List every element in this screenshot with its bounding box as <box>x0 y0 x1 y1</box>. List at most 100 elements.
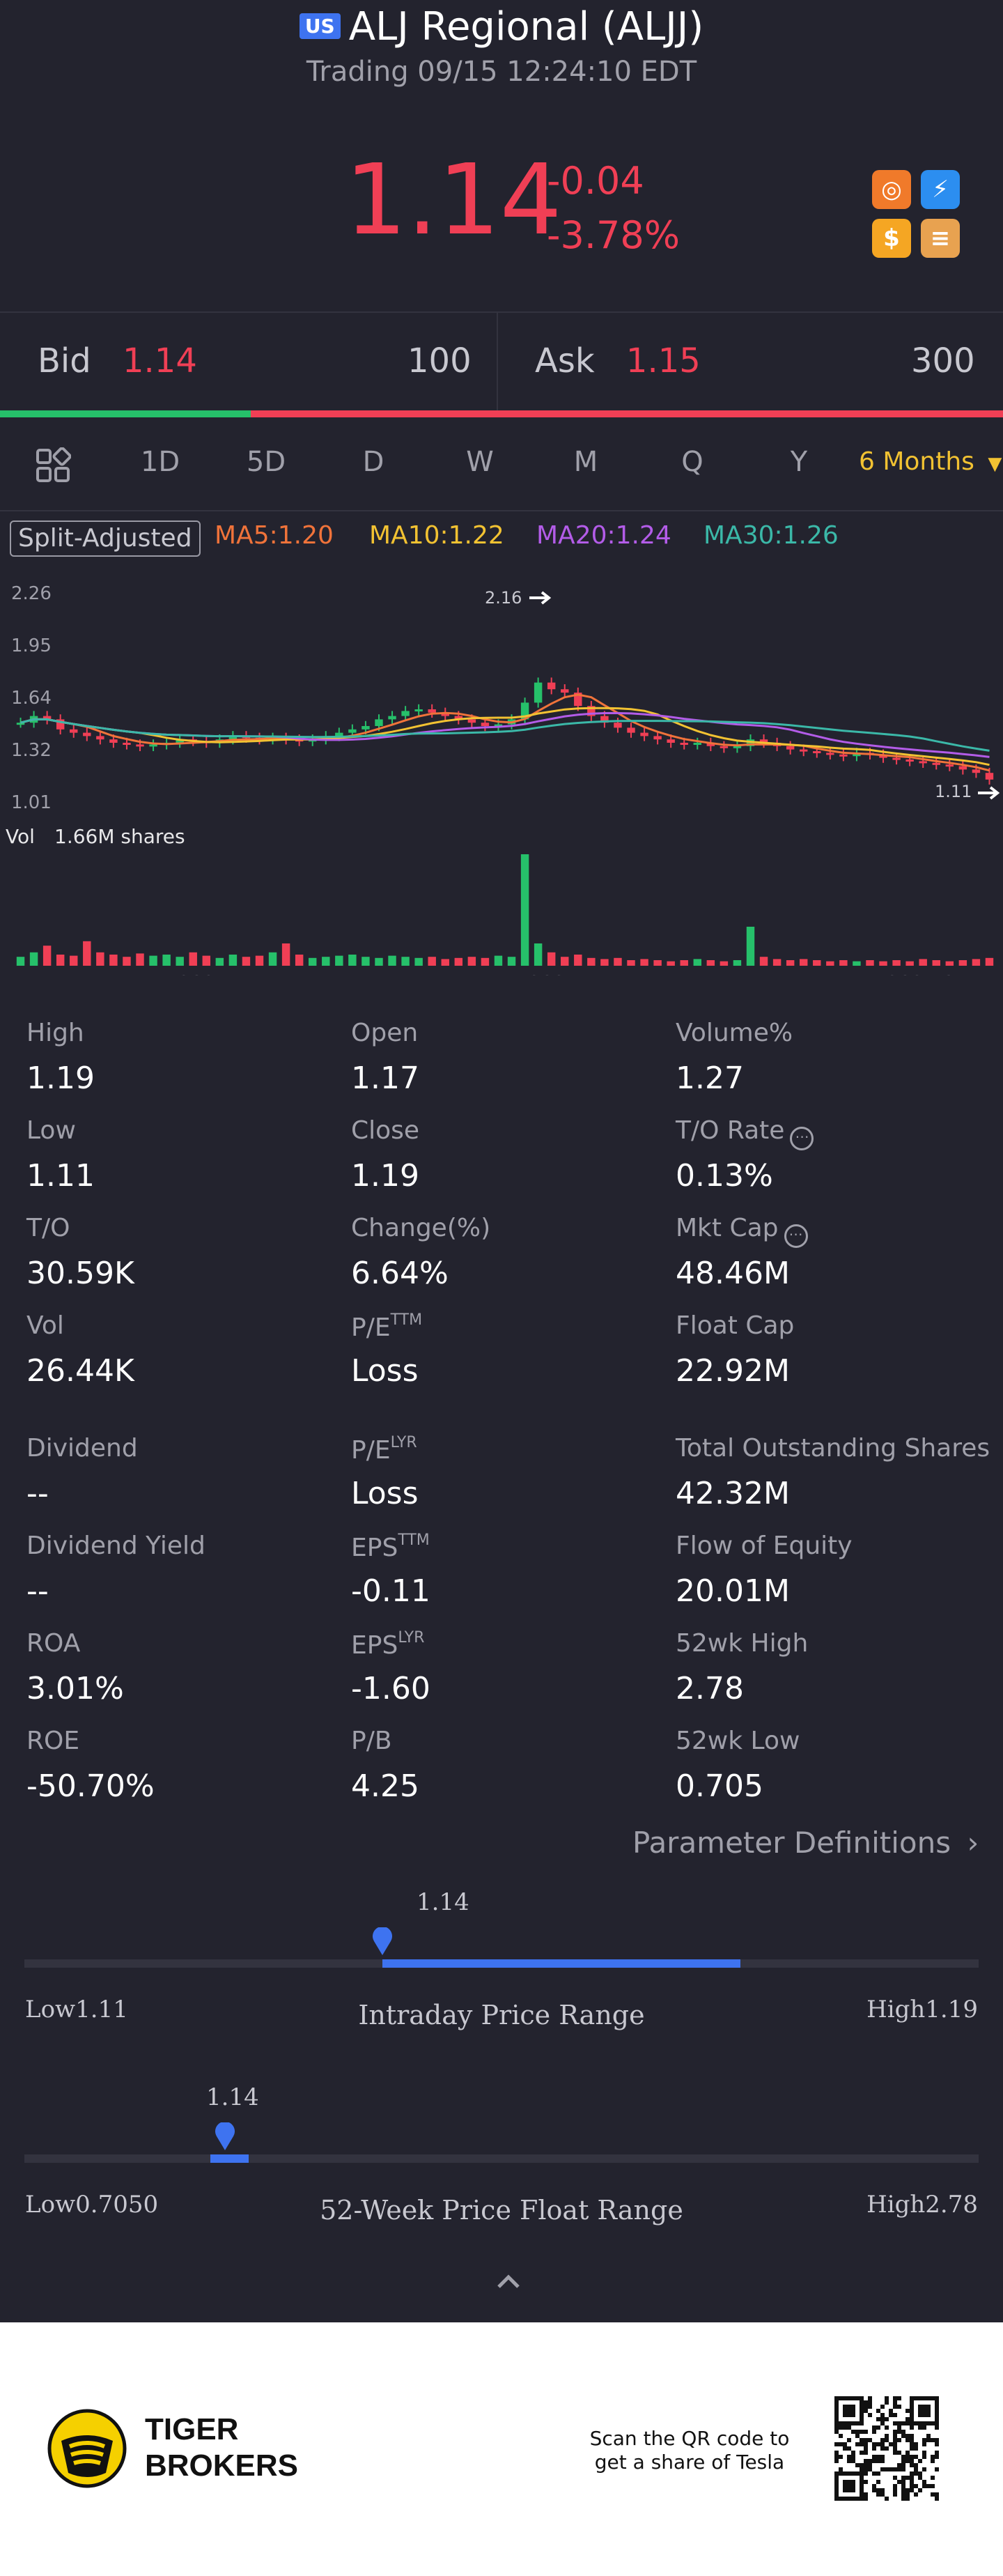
stat-label: Dividend <box>26 1434 138 1463</box>
qr-module <box>910 2417 914 2421</box>
volume-bar <box>136 953 144 966</box>
stat-value: 26.44K <box>26 1353 134 1389</box>
tab-month[interactable]: M <box>573 446 598 478</box>
y-tick-label: 1.01 <box>11 792 52 813</box>
stat-label-text: EPS <box>351 1631 398 1660</box>
qr-module <box>905 2492 910 2497</box>
stack-icon[interactable]: ≡ <box>921 219 960 258</box>
tab-1d[interactable]: 1D <box>140 446 180 478</box>
qr-caption-line1: Scan the QR code to <box>589 2427 790 2450</box>
qr-module <box>918 2425 922 2430</box>
qr-module <box>847 2438 851 2442</box>
volume-bar <box>772 959 782 966</box>
qr-module <box>851 2471 855 2476</box>
qr-module <box>834 2417 839 2421</box>
volume-bar <box>454 957 463 966</box>
stat-label-text: 52wk High <box>676 1629 809 1658</box>
options-icon[interactable]: ◎ <box>872 170 911 209</box>
tab-year[interactable]: Y <box>790 446 808 478</box>
qr-module <box>935 2396 939 2400</box>
candle-body <box>414 709 423 711</box>
ma30-legend: MA30:1.26 <box>703 521 839 550</box>
tab-day[interactable]: D <box>362 446 384 478</box>
parameter-definitions-link[interactable]: Parameter Definitions › <box>632 1826 979 1860</box>
qr-module <box>901 2497 905 2501</box>
qr-module <box>897 2396 901 2400</box>
qr-module <box>918 2409 922 2413</box>
volume-bar <box>614 957 622 966</box>
qr-module <box>880 2442 885 2446</box>
tab-week[interactable]: W <box>466 446 494 478</box>
qr-module <box>880 2459 885 2463</box>
stat-value: -0.11 <box>351 1573 430 1609</box>
qr-module <box>935 2455 939 2459</box>
candle-body <box>361 726 370 730</box>
qr-module <box>847 2405 851 2409</box>
lightning-level1-icon[interactable]: ⚡ <box>921 170 960 209</box>
qr-module <box>922 2484 926 2488</box>
qr-module <box>905 2421 910 2425</box>
split-adjusted-toggle[interactable]: Split-Adjusted <box>10 520 201 557</box>
price-chart[interactable]: 2.261.951.641.321.01 2021/52021/72021/9 … <box>0 564 1003 975</box>
qr-module <box>851 2455 855 2459</box>
bid-row[interactable]: Bid 1.14 <box>38 341 197 380</box>
stat-label: P/ELYR <box>351 1434 417 1465</box>
stat-label: Change(%) <box>351 1214 490 1242</box>
qr-module <box>847 2446 851 2451</box>
bid-qty: 100 <box>407 341 472 380</box>
volume-bar <box>467 957 476 966</box>
qr-module <box>935 2413 939 2417</box>
volume-bar <box>70 955 78 966</box>
qr-module <box>834 2396 839 2400</box>
qr-module <box>914 2446 918 2451</box>
qr-module <box>922 2421 926 2425</box>
qr-module <box>843 2484 847 2488</box>
qr-module <box>914 2492 918 2497</box>
qr-module <box>910 2442 914 2446</box>
volume-bar <box>932 960 940 966</box>
candle-body <box>83 732 91 736</box>
qr-module <box>843 2471 847 2476</box>
stat-value: -- <box>26 1476 49 1511</box>
qr-module <box>910 2459 914 2463</box>
bid-ratio-bar <box>0 410 251 417</box>
qr-module <box>843 2413 847 2417</box>
dollar-icon[interactable]: $ <box>872 219 911 258</box>
qr-module <box>851 2497 855 2501</box>
qr-module <box>860 2409 864 2413</box>
stat-label-text: Vol <box>26 1311 64 1340</box>
info-icon[interactable]: ⋯ <box>790 1127 814 1150</box>
volume-bar <box>361 957 370 966</box>
grid-icon[interactable] <box>35 447 72 484</box>
qr-module <box>851 2413 855 2417</box>
volume-bar <box>534 943 543 966</box>
candle-body <box>375 719 383 726</box>
tab-quarter[interactable]: Q <box>681 446 703 478</box>
qr-module <box>834 2455 839 2459</box>
ask-row[interactable]: Ask 1.15 <box>535 341 701 380</box>
candle-body <box>693 743 701 745</box>
qr-module <box>839 2455 843 2459</box>
stat-label-sup: LYR <box>398 1629 425 1646</box>
volume-bar <box>706 960 715 966</box>
qr-module <box>872 2488 876 2492</box>
qr-module <box>851 2421 855 2425</box>
volume-bar <box>853 961 861 966</box>
qr-module <box>847 2488 851 2492</box>
volume-bar <box>839 960 848 966</box>
qr-module <box>918 2471 922 2476</box>
tab-period-select[interactable]: 6 Months ▼ <box>859 447 1002 476</box>
qr-module <box>889 2467 893 2471</box>
info-icon[interactable]: ⋯ <box>784 1224 808 1248</box>
qr-module <box>880 2467 885 2471</box>
stat-label: T/O <box>26 1214 70 1242</box>
qr-module <box>860 2497 864 2501</box>
qr-module <box>893 2484 897 2488</box>
stat-label: Low <box>26 1116 76 1145</box>
stat-label: High <box>26 1019 84 1047</box>
qr-module <box>910 2463 914 2467</box>
tab-5d[interactable]: 5D <box>246 446 286 478</box>
qr-module <box>864 2430 868 2434</box>
chevron-up-icon[interactable] <box>495 2270 522 2291</box>
qr-module <box>864 2463 868 2467</box>
